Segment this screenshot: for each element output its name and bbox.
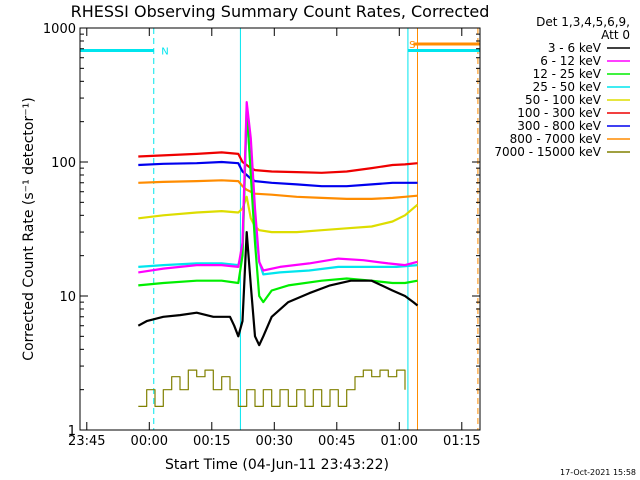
axes: 23:45 00:00 00:15 00:30 00:45 01:00 01:15 1 10 10… — [43, 22, 481, 449]
chart-title: RHESSI Observing Summary Count Rates, Co… — [71, 2, 490, 21]
x-tick-label-6: 01:15 — [443, 434, 480, 449]
series-line-1 — [138, 101, 418, 274]
date-stamp: 17-Oct-2021 15:58 — [560, 468, 636, 477]
y-tick-label-3: 1000 — [43, 22, 76, 37]
legend-label-3: 25 - 50 keV — [533, 80, 602, 94]
legend-label-7: 800 - 7000 keV — [510, 132, 602, 146]
x-axis-label: Start Time (04-Jun-11 23:43:22) — [165, 457, 389, 473]
y-tick-label-0: 1 — [68, 424, 76, 439]
plot-frame — [79, 27, 481, 431]
series-line-0 — [137, 231, 419, 347]
series-line-5 — [138, 151, 418, 174]
legend-header-line-1: Det 1,3,4,5,6,9, — [536, 15, 630, 29]
series-line-8 — [138, 369, 406, 407]
y-tick-label-1: 10 — [59, 290, 76, 305]
legend-label-2: 12 - 25 keV — [533, 67, 602, 81]
y-axis-label: Corrected Count Rate (s⁻¹ detector⁻¹) — [21, 97, 37, 360]
x-tick-label-5: 01:00 — [381, 434, 418, 449]
flag-annotation-s: S — [409, 40, 415, 51]
legend-label-1: 6 - 12 keV — [540, 54, 602, 68]
legend-label-5: 100 - 300 keV — [517, 106, 601, 120]
legend-label-4: 50 - 100 keV — [525, 93, 602, 107]
plot-area: NS — [79, 28, 480, 430]
series-line-6 — [138, 160, 418, 188]
x-tick-label-1: 00:00 — [131, 434, 168, 449]
series-line-3 — [138, 112, 418, 276]
flag-annotation-n: N — [161, 46, 168, 57]
x-tick-label-4: 00:45 — [318, 434, 355, 449]
x-tick-label-2: 00:15 — [193, 434, 230, 449]
legend-label-0: 3 - 6 keV — [548, 41, 602, 55]
legend-label-6: 300 - 800 keV — [517, 119, 601, 133]
x-tick-label-3: 00:30 — [256, 434, 293, 449]
legend-label-8: 7000 - 15000 keV — [494, 145, 601, 159]
x-tick-label-0: 23:45 — [68, 434, 105, 449]
legend-header-line-2: Att 0 — [601, 28, 630, 42]
y-tick-label-2: 100 — [51, 156, 76, 171]
